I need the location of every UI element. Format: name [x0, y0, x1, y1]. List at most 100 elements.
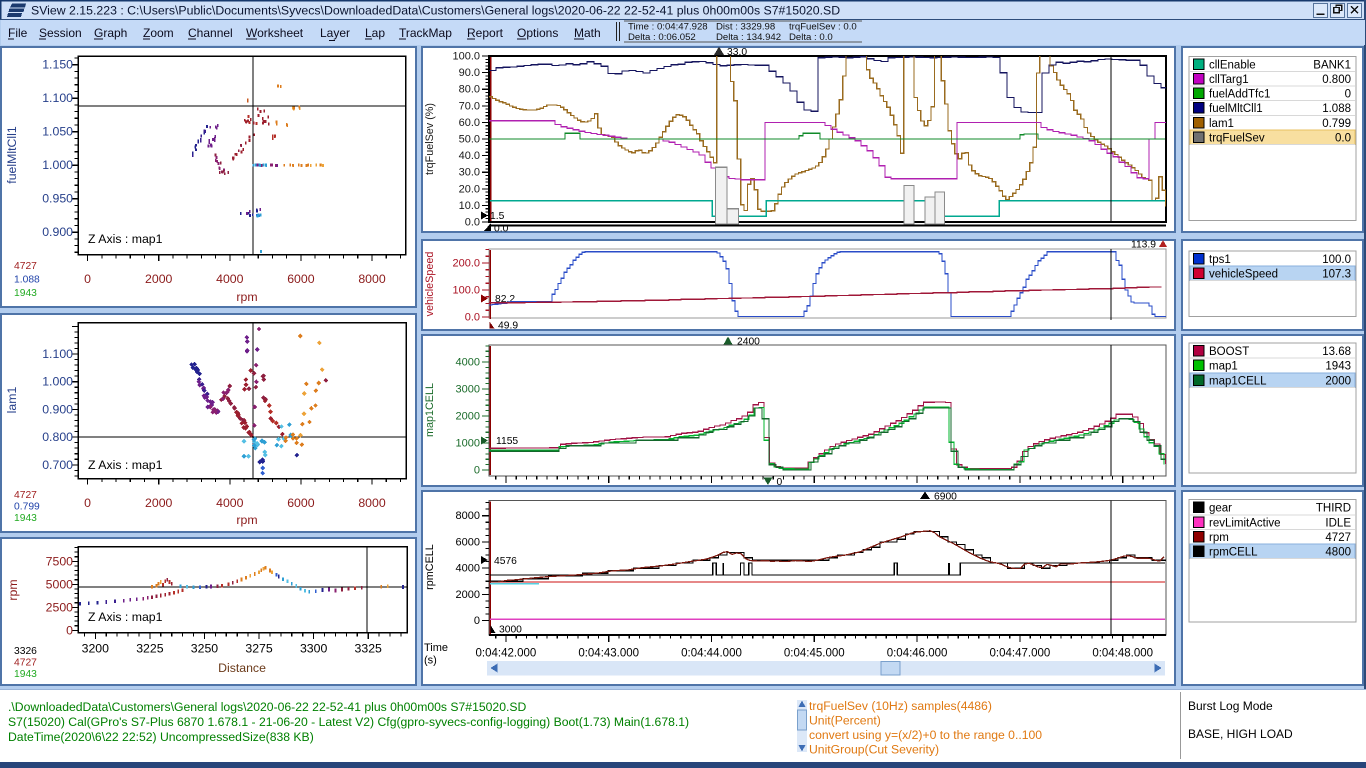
- svg-text:Time: Time: [424, 642, 448, 654]
- svg-text:fuelAddTfc1: fuelAddTfc1: [1209, 89, 1270, 101]
- svg-text:0.800: 0.800: [42, 430, 73, 444]
- svg-text:6000: 6000: [287, 496, 315, 510]
- svg-text:0.800: 0.800: [1322, 74, 1351, 86]
- svg-text:trqFuelSev (10Hz) samples(4486: trqFuelSev (10Hz) samples(4486): [809, 699, 992, 713]
- svg-text:40.0: 40.0: [459, 150, 480, 162]
- svg-text:0: 0: [84, 496, 91, 510]
- svg-text:1943: 1943: [1325, 361, 1351, 373]
- svg-text:60.0: 60.0: [459, 117, 480, 129]
- svg-text:7500: 7500: [46, 554, 74, 568]
- svg-text:rpm: rpm: [6, 579, 20, 600]
- svg-text:6900: 6900: [934, 492, 957, 503]
- svg-text:4727: 4727: [1325, 532, 1351, 544]
- svg-text:82.2: 82.2: [495, 294, 515, 305]
- svg-text:Burst Log Mode: Burst Log Mode: [1188, 699, 1273, 713]
- svg-text:trqFuelSev: trqFuelSev: [1209, 132, 1265, 144]
- svg-text:rpm: rpm: [1209, 532, 1229, 544]
- svg-text:THIRD: THIRD: [1316, 503, 1351, 515]
- svg-text:.\DownloadedData\Customers\Gen: .\DownloadedData\Customers\General logs\…: [8, 700, 526, 714]
- svg-text:0:04:42.000: 0:04:42.000: [476, 648, 537, 660]
- svg-text:5000: 5000: [46, 577, 74, 591]
- svg-text:Options: Options: [517, 26, 558, 40]
- svg-text:1943: 1943: [14, 288, 37, 299]
- svg-text:1.088: 1.088: [14, 275, 40, 286]
- svg-text:2400: 2400: [737, 337, 760, 348]
- svg-text:100.0: 100.0: [1322, 254, 1351, 266]
- svg-text:1943: 1943: [14, 513, 37, 524]
- svg-text:1.088: 1.088: [1322, 103, 1351, 115]
- svg-text:Math: Math: [574, 26, 601, 40]
- svg-text:113.9: 113.9: [1131, 240, 1156, 251]
- svg-text:2500: 2500: [46, 600, 74, 614]
- svg-text:Z Axis : map1: Z Axis : map1: [88, 458, 163, 472]
- svg-text:BASE, HIGH LOAD: BASE, HIGH LOAD: [1188, 727, 1293, 741]
- svg-text:rpmCELL: rpmCELL: [1209, 547, 1258, 559]
- svg-text:IDLE: IDLE: [1325, 517, 1351, 529]
- svg-text:4727: 4727: [14, 658, 37, 669]
- svg-text:3225: 3225: [136, 642, 164, 656]
- svg-text:30.0: 30.0: [459, 167, 480, 179]
- svg-text:convert using y=(x/2)+0 to the: convert using y=(x/2)+0 to the range 0..…: [809, 728, 1042, 742]
- svg-text:1.5: 1.5: [490, 211, 505, 222]
- svg-text:4000: 4000: [456, 357, 480, 369]
- svg-text:8000: 8000: [358, 272, 386, 286]
- svg-text:1155: 1155: [496, 436, 518, 447]
- svg-text:1.000: 1.000: [42, 375, 73, 389]
- svg-text:rpmCELL: rpmCELL: [424, 544, 436, 590]
- svg-text:0.0: 0.0: [1335, 132, 1351, 144]
- svg-text:lam1: lam1: [5, 387, 19, 414]
- svg-text:4000: 4000: [216, 496, 244, 510]
- svg-text:0.0: 0.0: [465, 217, 480, 229]
- svg-text:S7(15020) Cal(GPro's S7-Plus 6: S7(15020) Cal(GPro's S7-Plus 6870 1.678.…: [8, 715, 689, 729]
- svg-text:Channel: Channel: [188, 26, 233, 40]
- svg-text:3250: 3250: [191, 642, 219, 656]
- svg-text:Unit(Percent): Unit(Percent): [809, 714, 881, 728]
- svg-text:6000: 6000: [287, 272, 315, 286]
- svg-text:Z Axis : map1: Z Axis : map1: [88, 610, 163, 624]
- svg-text:1.000: 1.000: [42, 158, 73, 172]
- svg-text:1943: 1943: [14, 669, 37, 680]
- svg-text:2000: 2000: [1325, 375, 1351, 387]
- svg-text:vehicleSpeed: vehicleSpeed: [1209, 269, 1278, 281]
- svg-text:33.0: 33.0: [727, 47, 747, 58]
- svg-text:2000: 2000: [456, 589, 480, 601]
- svg-text:0: 0: [84, 272, 91, 286]
- svg-text:0:04:43.000: 0:04:43.000: [578, 648, 639, 660]
- svg-text:fuelMltCll1: fuelMltCll1: [5, 126, 19, 184]
- svg-text:0.700: 0.700: [42, 458, 73, 472]
- svg-text:2000: 2000: [145, 272, 173, 286]
- svg-text:revLimitActive: revLimitActive: [1209, 517, 1281, 529]
- svg-text:0.0: 0.0: [494, 224, 509, 235]
- svg-text:map1: map1: [1209, 361, 1238, 373]
- svg-text:0:04:48.000: 0:04:48.000: [1092, 648, 1153, 660]
- svg-text:2000: 2000: [145, 496, 173, 510]
- svg-text:6000: 6000: [456, 536, 480, 548]
- svg-text:107.3: 107.3: [1322, 269, 1351, 281]
- svg-text:4576: 4576: [494, 556, 517, 567]
- svg-text:lam1: lam1: [1209, 118, 1234, 130]
- svg-text:0.950: 0.950: [42, 192, 73, 206]
- svg-text:Lap: Lap: [365, 26, 385, 40]
- svg-text:1.050: 1.050: [42, 125, 73, 139]
- svg-text:DateTime(2020\6\22 22:52) Unco: DateTime(2020\6\22 22:52) UncompressedSi…: [8, 730, 314, 744]
- svg-text:4800: 4800: [1325, 547, 1351, 559]
- svg-text:cllTarg1: cllTarg1: [1209, 74, 1249, 86]
- svg-text:3275: 3275: [245, 642, 273, 656]
- svg-text:1000: 1000: [456, 438, 480, 450]
- svg-text:rpm: rpm: [236, 513, 257, 527]
- svg-text:100.0: 100.0: [452, 51, 480, 63]
- svg-text:3000: 3000: [499, 625, 522, 636]
- svg-text:3326: 3326: [14, 646, 37, 657]
- svg-text:2000: 2000: [456, 411, 480, 423]
- svg-text:Report: Report: [467, 26, 504, 40]
- svg-text:4727: 4727: [14, 261, 37, 272]
- svg-text:Z Axis : map1: Z Axis : map1: [88, 232, 163, 246]
- svg-text:100.0: 100.0: [452, 285, 480, 297]
- svg-text:0.900: 0.900: [42, 225, 73, 239]
- svg-text:Delta : 0:06.052: Delta : 0:06.052: [628, 32, 696, 43]
- svg-text:8000: 8000: [358, 496, 386, 510]
- svg-text:trqFuelSev : 0.0: trqFuelSev : 0.0: [789, 22, 857, 33]
- svg-text:90.0: 90.0: [459, 67, 480, 79]
- svg-text:Dist : 3329.98: Dist : 3329.98: [716, 22, 775, 33]
- svg-text:1.150: 1.150: [42, 58, 73, 72]
